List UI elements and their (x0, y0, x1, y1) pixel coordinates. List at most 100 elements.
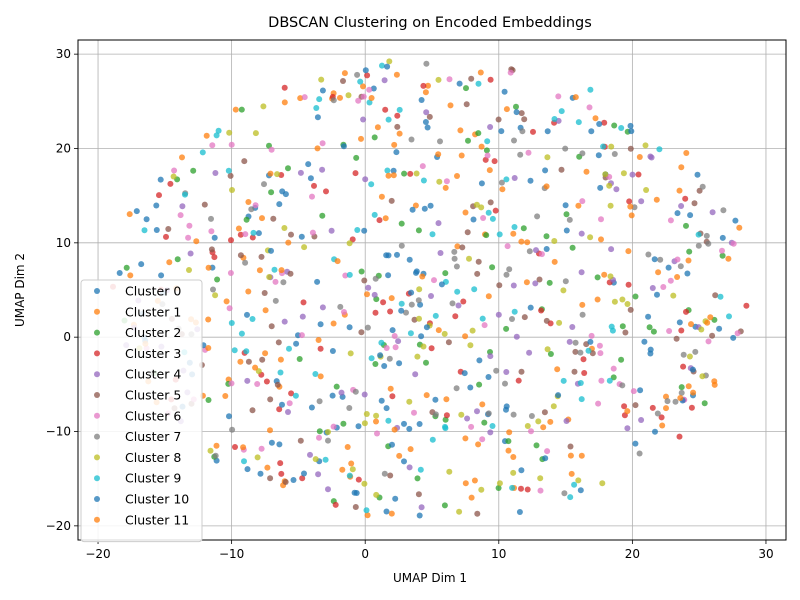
cluster-point (667, 277, 674, 284)
cluster-point (416, 286, 423, 293)
cluster-point (426, 113, 433, 120)
cluster-point (511, 308, 518, 315)
cluster-point (537, 487, 544, 494)
cluster-point (285, 165, 291, 172)
cluster-point (297, 169, 304, 176)
cluster-point (437, 250, 444, 256)
cluster-point (511, 137, 517, 144)
cluster-point (486, 167, 493, 174)
cluster-point (683, 222, 689, 229)
cluster-point (228, 141, 235, 148)
cluster-point (672, 398, 679, 405)
cluster-point (407, 446, 414, 453)
cluster-point (245, 358, 252, 365)
cluster-point (476, 381, 483, 388)
cluster-point (541, 409, 548, 416)
cluster-point (387, 385, 394, 392)
cluster-point (133, 208, 140, 215)
cluster-point (322, 456, 329, 463)
cluster-point (385, 116, 392, 123)
cluster-point (551, 116, 558, 122)
cluster-point (503, 406, 509, 413)
cluster-point (309, 229, 316, 236)
cluster-point (199, 149, 206, 156)
cluster-point (709, 209, 716, 216)
cluster-point (651, 256, 658, 263)
cluster-point (278, 470, 285, 477)
cluster-point (384, 167, 391, 174)
cluster-point (462, 333, 469, 340)
cluster-point (252, 202, 259, 209)
cluster-point (528, 413, 535, 419)
cluster-point (156, 192, 162, 199)
cluster-point (205, 397, 212, 403)
cluster-point (599, 480, 606, 487)
cluster-point (587, 234, 594, 241)
cluster-point (259, 356, 266, 363)
cluster-point (285, 409, 291, 415)
cluster-point (455, 302, 462, 309)
cluster-point (165, 226, 172, 232)
cluster-point (237, 358, 244, 365)
cluster-point (263, 378, 270, 385)
cluster-point (297, 437, 304, 444)
cluster-point (479, 315, 486, 322)
cluster-point (530, 128, 536, 135)
cluster-point (311, 182, 317, 189)
cluster-point (182, 191, 188, 198)
cluster-point (550, 403, 557, 410)
cluster-point (368, 181, 375, 188)
cluster-point (510, 469, 517, 476)
cluster-point (649, 404, 656, 411)
cluster-point (588, 332, 595, 339)
cluster-point (699, 373, 706, 380)
cluster-point (698, 326, 705, 333)
cluster-point (619, 382, 626, 389)
cluster-point (389, 393, 396, 400)
cluster-point (406, 398, 413, 405)
cluster-point (498, 179, 505, 186)
cluster-point (248, 206, 255, 213)
cluster-point (646, 324, 653, 331)
cluster-point (562, 145, 569, 152)
cluster-point (515, 377, 522, 384)
cluster-point (378, 339, 385, 346)
cluster-point (580, 356, 587, 363)
cluster-point (167, 180, 174, 187)
cluster-point (352, 504, 359, 510)
cluster-point (509, 484, 516, 491)
cluster-point (254, 381, 261, 387)
cluster-point (381, 77, 388, 84)
cluster-point (638, 417, 645, 423)
cluster-point (453, 385, 460, 392)
cluster-point (205, 345, 212, 351)
legend-label: Cluster 4 (125, 367, 181, 382)
cluster-point (491, 158, 498, 165)
cluster-point (213, 442, 220, 449)
cluster-point (625, 248, 632, 255)
cluster-point (422, 89, 429, 96)
cluster-point (607, 273, 614, 280)
cluster-point (288, 390, 295, 397)
cluster-point (674, 256, 681, 263)
cluster-point (214, 276, 221, 283)
cluster-point (692, 348, 699, 355)
cluster-point (398, 300, 405, 307)
cluster-point (378, 397, 385, 404)
cluster-point (709, 332, 716, 339)
cluster-point (585, 347, 592, 354)
cluster-point (390, 172, 397, 179)
cluster-point (705, 338, 712, 345)
cluster-point (513, 109, 520, 116)
cluster-point (456, 508, 463, 515)
cluster-point (423, 324, 430, 331)
cluster-point (392, 495, 399, 502)
cluster-point (380, 299, 387, 306)
cluster-point (370, 85, 377, 92)
cluster-point (525, 149, 532, 156)
cluster-point (423, 60, 430, 67)
cluster-point (261, 181, 267, 188)
cluster-point (278, 267, 285, 274)
cluster-point (532, 280, 539, 287)
cluster-point (678, 389, 685, 396)
